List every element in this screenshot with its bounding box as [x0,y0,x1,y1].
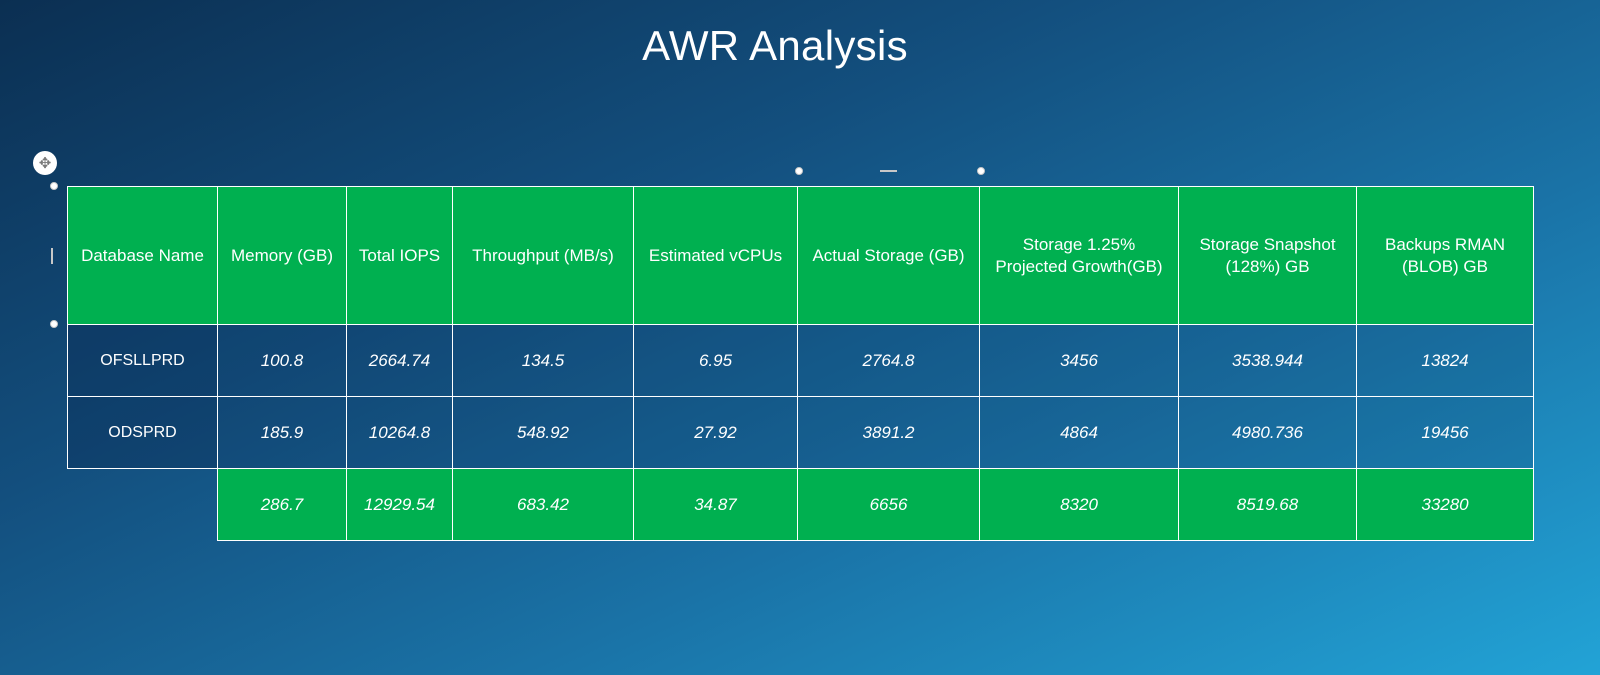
resize-handle-top-left[interactable] [50,182,58,190]
table-cell[interactable]: 100.8 [217,324,347,397]
table-cell[interactable]: 3456 [979,324,1179,397]
table-cell[interactable]: 134.5 [452,324,634,397]
header-cell[interactable]: Storage Snapshot (128%) GB [1178,186,1357,325]
resize-handle-left-middle[interactable] [51,248,53,264]
total-cell[interactable]: 33280 [1356,468,1534,541]
resize-handle-top-middle[interactable] [880,170,897,172]
table-cell[interactable]: 6.95 [633,324,798,397]
resize-handle-top-column-b[interactable] [977,167,985,175]
resize-handle-bottom-left[interactable] [50,320,58,328]
table-cell[interactable]: 10264.8 [346,396,453,469]
resize-handle-top-column-a[interactable] [795,167,803,175]
totals-row: 286.7 12929.54 683.42 34.87 6656 8320 85… [68,468,1534,541]
header-cell[interactable]: Total IOPS [346,186,453,325]
table-cell[interactable]: 2764.8 [797,324,980,397]
header-cell[interactable]: Backups RMAN (BLOB) GB [1356,186,1534,325]
table-cell[interactable]: 185.9 [217,396,347,469]
table-cell[interactable]: 27.92 [633,396,798,469]
table-row: OFSLLPRD 100.8 2664.74 134.5 6.95 2764.8… [67,324,1534,397]
total-cell[interactable]: 683.42 [452,468,634,541]
table-row: ODSPRD 185.9 10264.8 548.92 27.92 3891.2… [67,396,1534,469]
database-name-cell[interactable]: OFSLLPRD [67,324,218,397]
header-row: Database Name Memory (GB) Total IOPS Thr… [67,186,1534,325]
slide-title: AWR Analysis [642,22,908,69]
header-cell[interactable]: Estimated vCPUs [633,186,798,325]
total-cell[interactable]: 6656 [797,468,980,541]
table-cell[interactable]: 548.92 [452,396,634,469]
header-cell[interactable]: Throughput (MB/s) [452,186,634,325]
awr-table[interactable]: Database Name Memory (GB) Total IOPS Thr… [67,186,1534,541]
total-cell[interactable]: 12929.54 [346,468,453,541]
header-cell[interactable]: Actual Storage (GB) [797,186,980,325]
database-name-cell[interactable]: ODSPRD [67,396,218,469]
empty-cell [68,469,218,541]
header-cell[interactable]: Storage 1.25% Projected Growth(GB) [979,186,1179,325]
table-cell[interactable]: 2664.74 [346,324,453,397]
table-cell[interactable]: 13824 [1356,324,1534,397]
header-cell[interactable]: Memory (GB) [217,186,347,325]
header-cell[interactable]: Database Name [67,186,218,325]
table-cell[interactable]: 3538.944 [1178,324,1357,397]
total-cell[interactable]: 8320 [979,468,1179,541]
table-cell[interactable]: 3891.2 [797,396,980,469]
table-cell[interactable]: 19456 [1356,396,1534,469]
total-cell[interactable]: 286.7 [217,468,347,541]
table-cell[interactable]: 4980.736 [1178,396,1357,469]
move-arrows-icon[interactable]: ✥ [33,151,57,175]
total-cell[interactable]: 8519.68 [1178,468,1357,541]
table-cell[interactable]: 4864 [979,396,1179,469]
total-cell[interactable]: 34.87 [633,468,798,541]
